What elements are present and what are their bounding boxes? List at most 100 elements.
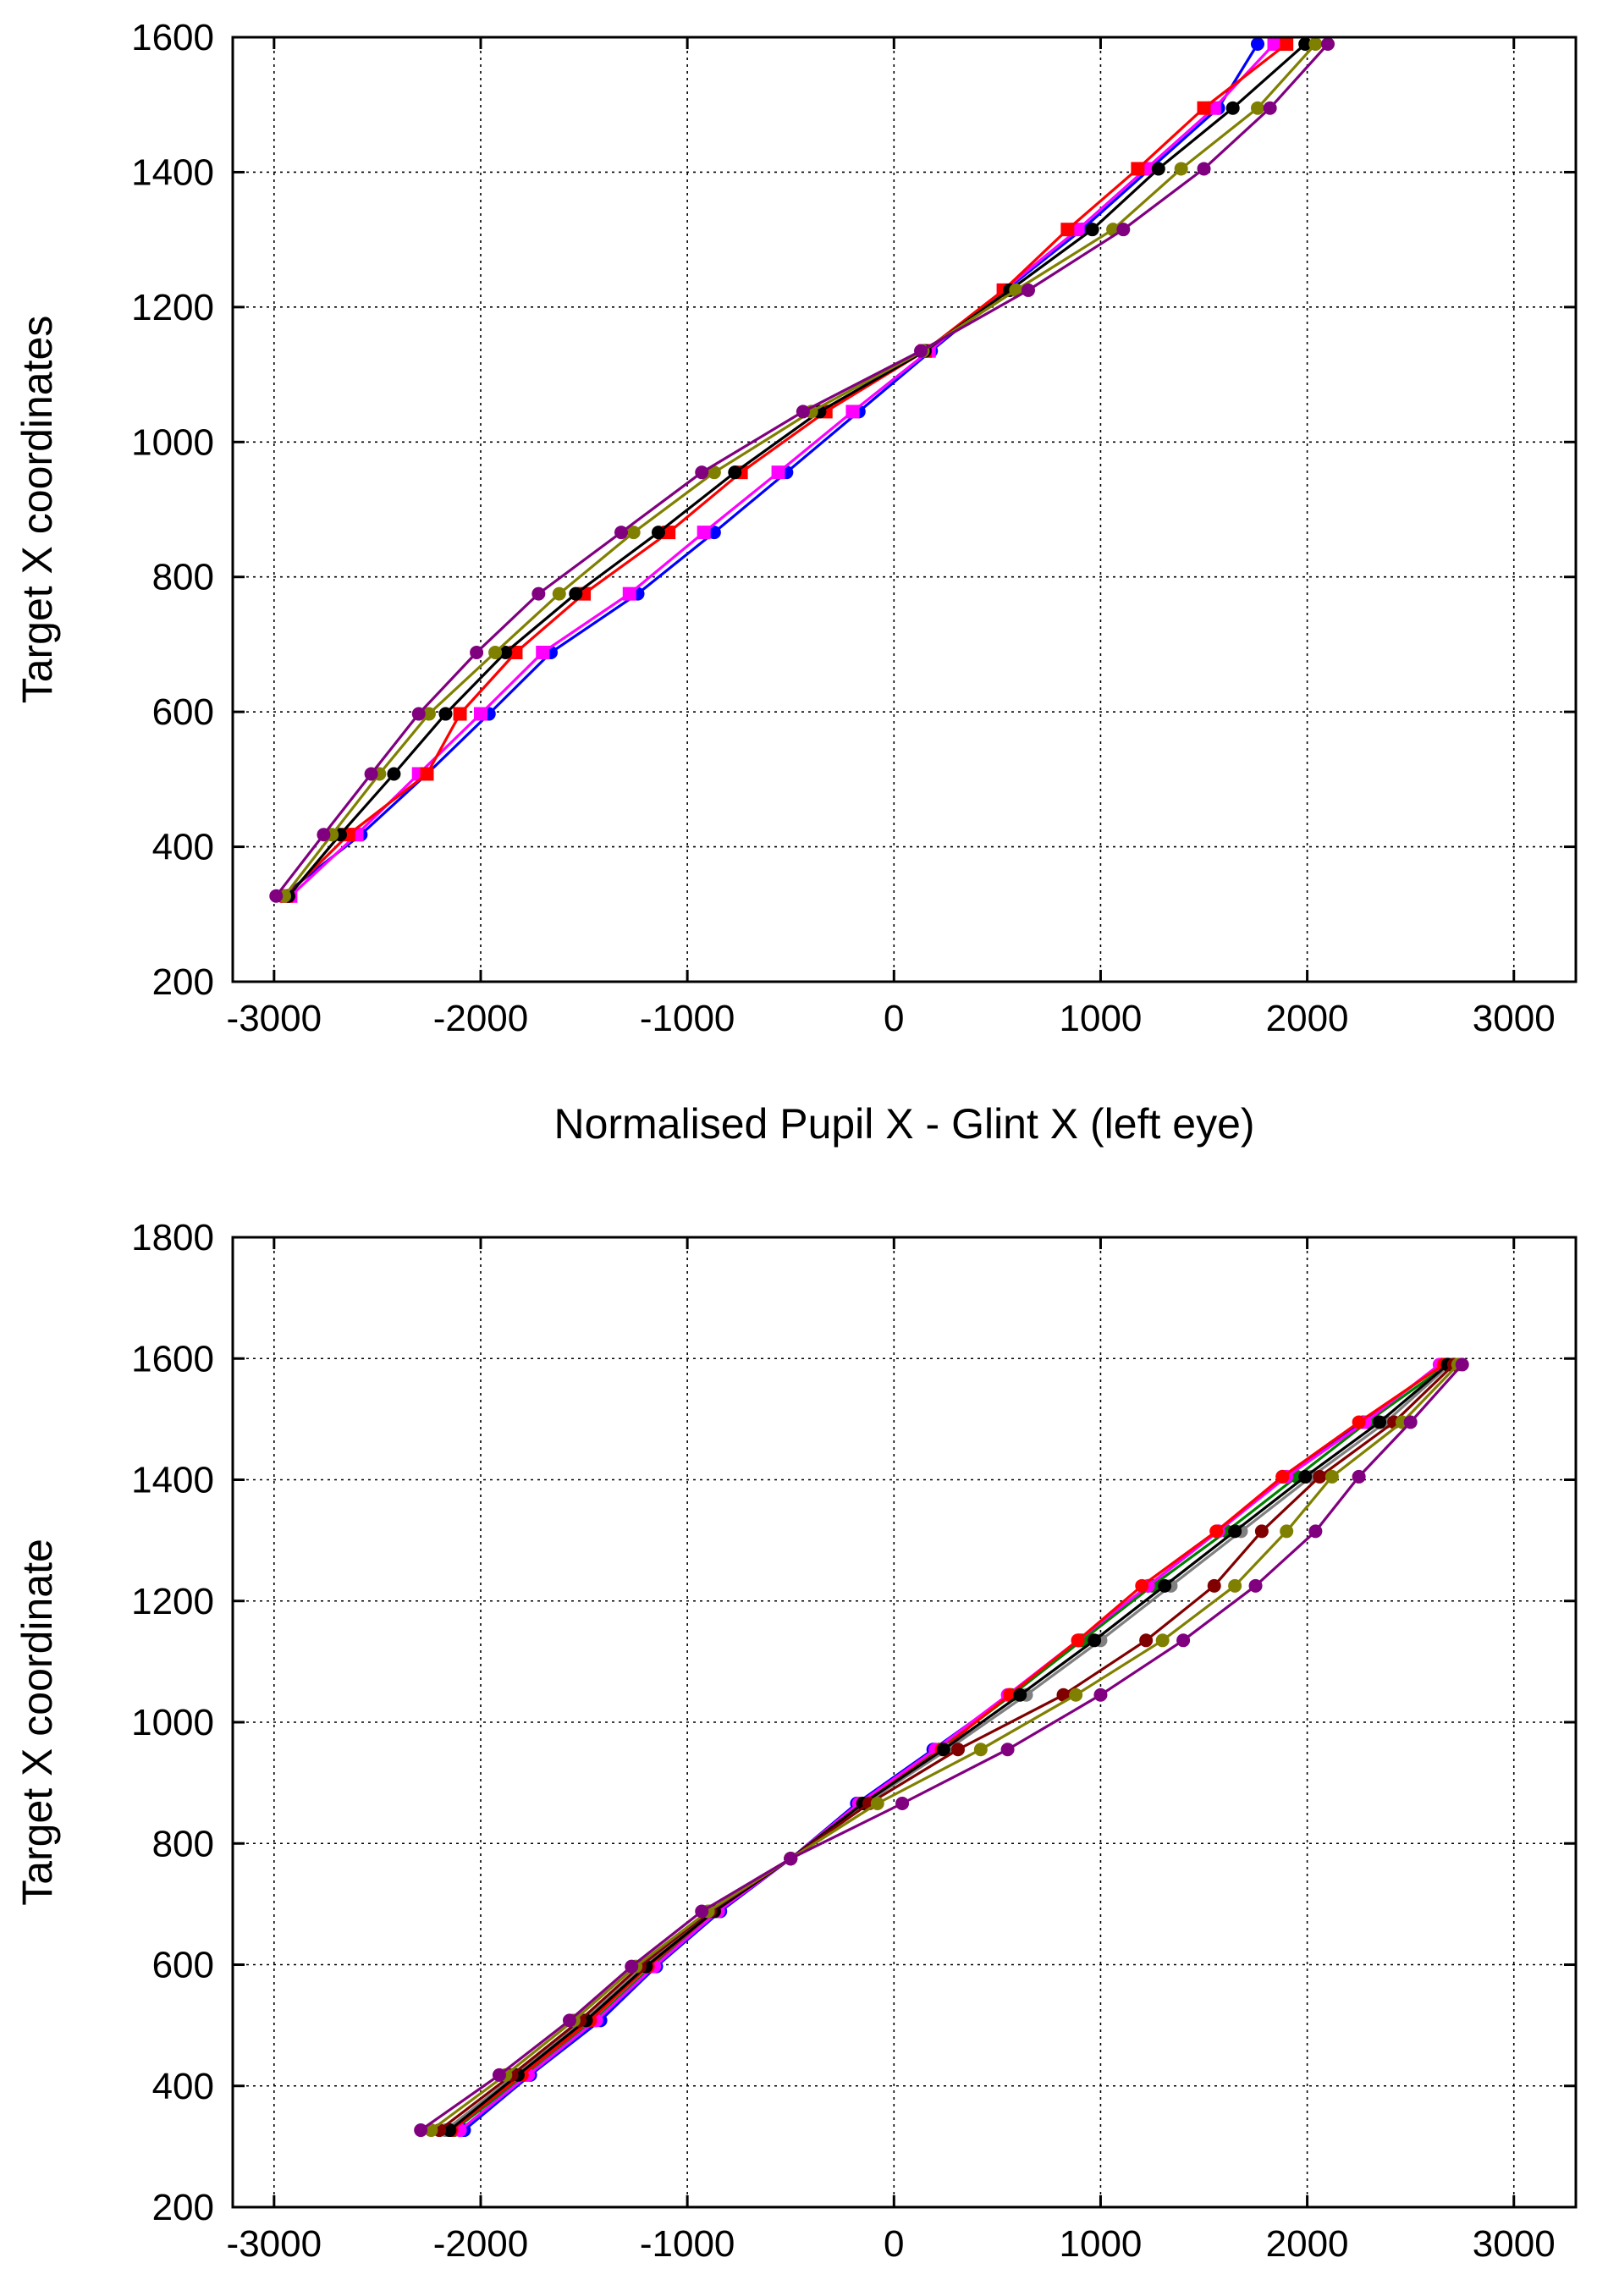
chart-top-data-point <box>1060 223 1075 237</box>
chart-bottom-x-tick-label: 0 <box>884 2223 904 2265</box>
chart-bottom-y-tick-label: 800 <box>152 1823 214 1864</box>
chart-top-y-tick-label: 800 <box>152 557 214 598</box>
chart-top-data-point <box>473 707 487 721</box>
chart-top-series <box>278 36 1323 903</box>
chart-top-data-point <box>569 586 583 601</box>
chart-bottom-data-point <box>1207 1578 1221 1593</box>
chart-bottom-x-tick-label: 2000 <box>1266 2223 1349 2265</box>
chart-top-data-point <box>697 526 711 540</box>
chart-top-data-point <box>796 405 810 419</box>
chart-bottom-data-point <box>1313 1469 1327 1484</box>
chart-bottom-data-point <box>973 1743 988 1757</box>
chart-bottom-data-point <box>1228 1578 1242 1593</box>
chart-top-data-point <box>695 465 709 480</box>
chart-bottom-data-point <box>1455 1357 1469 1372</box>
chart-top-data-point <box>269 889 284 903</box>
chart-top-data-point <box>1207 101 1221 115</box>
chart-top-x-tick-label: -3000 <box>227 998 322 1039</box>
chart-top-data-point <box>1321 36 1335 51</box>
chart-bottom-x-tick-label: -2000 <box>433 2223 529 2265</box>
chart-bottom-gridlines <box>233 1236 1576 2208</box>
chart-top-data-point <box>1280 36 1294 51</box>
chart-bottom-y-tick-label: 600 <box>152 1945 214 1986</box>
chart-bottom-data-point <box>1088 1633 1102 1648</box>
chart-top-data-point <box>317 828 331 842</box>
chart-bottom-y-axis-label: Target X coordinate <box>14 1539 61 1906</box>
chart-bottom-data-point <box>1298 1469 1313 1484</box>
chart-top-data-point <box>651 526 665 540</box>
chart-top-data-point <box>1174 162 1188 176</box>
chart-top-data-point <box>1251 101 1265 115</box>
chart-top-data-point <box>420 767 434 781</box>
chart-top-data-point <box>1225 101 1240 115</box>
chart-top-x-tick-label: 2000 <box>1266 998 1349 1039</box>
chart-top-data-point <box>707 465 721 480</box>
chart-bottom-data-point <box>1403 1415 1418 1429</box>
chart-bottom-data-point <box>1139 1633 1154 1648</box>
chart-top-data-point <box>728 465 742 480</box>
chart-bottom-data-point <box>1324 1469 1339 1484</box>
chart-bottom-data-point <box>1275 1469 1290 1484</box>
chart-top-data-point <box>1009 283 1023 297</box>
chart-top-ticks <box>233 36 1576 983</box>
chart-top-data-point <box>438 707 453 721</box>
chart-bottom-data-point <box>1352 1415 1366 1429</box>
chart-bottom-calibration-plot: -3000 -2000 -1000 0 1000 2000 3000 200 400 600 80… <box>14 1217 1578 2265</box>
chart-top-y-tick-label: 1600 <box>131 17 214 58</box>
chart-top-data-point <box>1263 101 1277 115</box>
chart-bottom-data-point <box>1248 1578 1263 1593</box>
chart-top-data-point <box>498 645 513 659</box>
chart-top-data-point <box>364 767 378 781</box>
chart-top-series <box>281 36 1313 903</box>
chart-bottom-data-point <box>1155 1633 1170 1648</box>
chart-top-data-point <box>552 586 566 601</box>
chart-bottom-data-point <box>625 1959 639 1974</box>
chart-top-data-point <box>387 767 401 781</box>
chart-bottom-data-point <box>443 2123 457 2138</box>
chart-top-data-point <box>1251 36 1265 51</box>
chart-bottom-data-point <box>562 2013 576 2028</box>
chart-top-data-point <box>1298 36 1313 51</box>
chart-top-data-point <box>622 586 636 601</box>
chart-bottom-data-point <box>1069 1688 1083 1702</box>
chart-top-data-point <box>1071 223 1085 237</box>
chart-top-y-tick-label: 400 <box>152 827 214 868</box>
chart-top-data-point <box>1151 162 1165 176</box>
chart-bottom-y-tick-label: 1800 <box>131 1217 214 1258</box>
chart-top-x-tick-label: 0 <box>884 998 904 1039</box>
chart-top-data-point <box>509 645 523 659</box>
chart-bottom-data-point <box>1056 1688 1071 1702</box>
chart-bottom-y-tick-label: 1000 <box>131 1702 214 1743</box>
chart-top-data-point <box>614 526 629 540</box>
chart-bottom-data-point <box>1093 1688 1108 1702</box>
chart-top-x-tick-label: -2000 <box>433 998 529 1039</box>
chart-top-data-point <box>421 707 436 721</box>
chart-top-data-point <box>1021 283 1035 297</box>
chart-bottom-data-point <box>1308 1524 1323 1539</box>
chart-bottom-data-point <box>1352 1469 1366 1484</box>
chart-top-gridlines <box>233 36 1576 983</box>
chart-bottom-data-point <box>1135 1578 1149 1593</box>
chart-bottom-x-tick-label: 1000 <box>1060 2223 1143 2265</box>
chart-bottom-data-point <box>414 2123 428 2138</box>
chart-top-series <box>269 36 1335 903</box>
chart-top-data-point <box>470 645 484 659</box>
chart-bottom-data-point <box>1228 1524 1242 1539</box>
chart-top-data-point <box>411 707 426 721</box>
chart-bottom-data-point <box>1280 1524 1294 1539</box>
chart-top-y-axis-label: Target X coordinates <box>14 316 61 704</box>
chart-top-y-tick-label: 1400 <box>131 151 214 193</box>
chart-top-data-point <box>845 405 860 419</box>
chart-top-y-tick-label: 1000 <box>131 421 214 463</box>
chart-bottom-series <box>424 1357 1465 2138</box>
chart-top-data-point <box>662 526 676 540</box>
chart-top-series-group <box>269 36 1335 903</box>
chart-bottom-data-point <box>492 2068 506 2082</box>
chart-top-x-axis-label: Normalised Pupil X - Glint X (left eye) <box>553 1100 1254 1148</box>
chart-bottom-data-point <box>695 1904 709 1919</box>
chart-bottom-data-point <box>1013 1688 1027 1702</box>
chart-bottom-x-tick-label: -3000 <box>227 2223 322 2265</box>
chart-bottom-data-point <box>1176 1633 1191 1648</box>
chart-bottom-data-point <box>1000 1743 1015 1757</box>
chart-top-data-point <box>1197 162 1211 176</box>
